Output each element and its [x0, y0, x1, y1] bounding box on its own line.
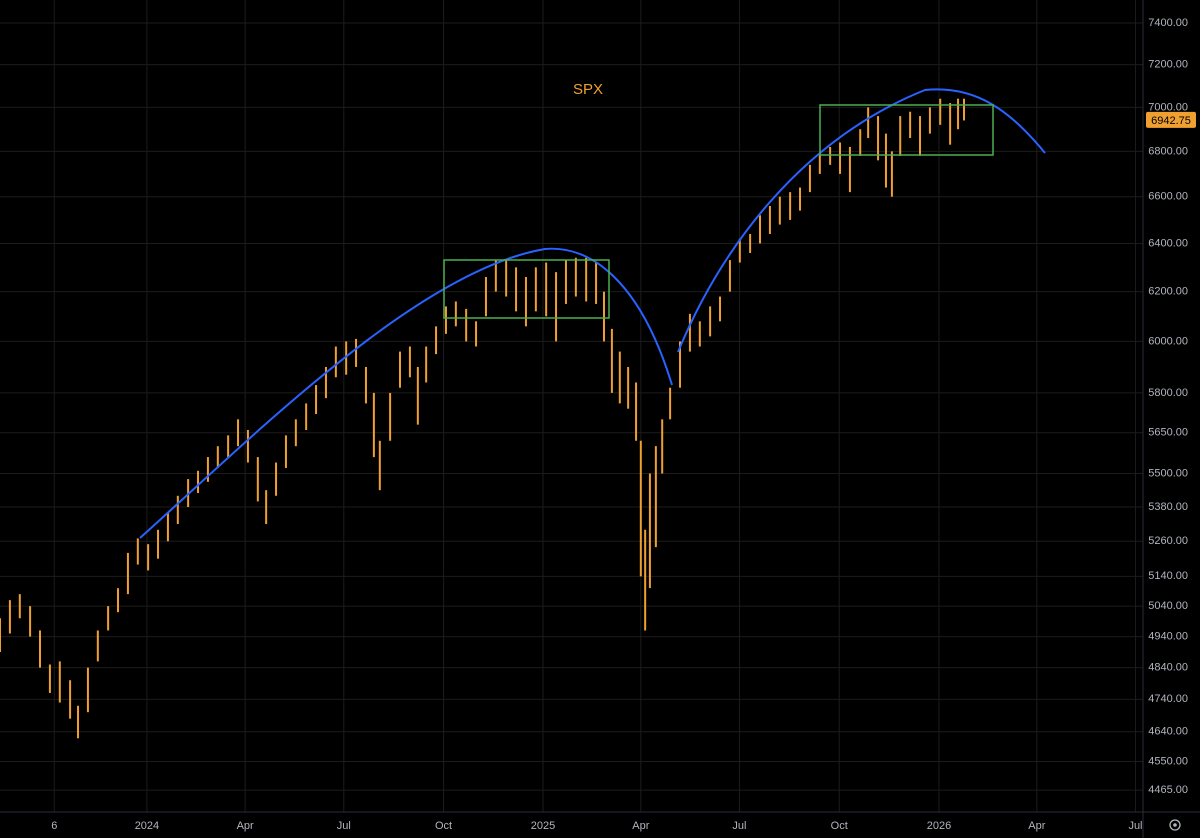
y-tick-label: 5140.00	[1148, 570, 1188, 582]
y-tick-label: 6400.00	[1148, 237, 1188, 249]
axes: 4465.00 4550.00 4640.00 4740.00 4840.00 4940.…	[51, 17, 1196, 832]
y-tick-label: 7200.00	[1148, 59, 1188, 71]
y-tick-label: 6000.00	[1148, 335, 1188, 347]
drawings	[139, 88, 1046, 539]
y-tick-label: 5040.00	[1148, 600, 1188, 612]
arc-drawing	[677, 88, 1046, 353]
y-tick-label: 4940.00	[1148, 630, 1188, 642]
y-tick-label: 4550.00	[1148, 755, 1188, 767]
y-tick-label: 4840.00	[1148, 662, 1188, 674]
x-tick-label: 6	[51, 820, 57, 832]
y-tick-label: 6800.00	[1148, 145, 1188, 157]
x-tick-label: 2024	[135, 820, 159, 832]
y-tick-label: 4465.00	[1148, 784, 1188, 796]
settings-button[interactable]	[1169, 819, 1181, 831]
y-tick-label: 6600.00	[1148, 191, 1188, 203]
y-tick-label: 4640.00	[1148, 726, 1188, 738]
y-tick-label: 5260.00	[1148, 535, 1188, 547]
arc-drawing	[139, 247, 673, 539]
y-tick-label: 5380.00	[1148, 501, 1188, 513]
last-price-label: 6942.75	[1151, 115, 1191, 127]
x-tick-label: Oct	[831, 820, 848, 832]
y-tick-label: 7400.00	[1148, 17, 1188, 29]
y-tick-label: 7000.00	[1148, 101, 1188, 113]
y-tick-label: 5500.00	[1148, 467, 1188, 479]
range-box	[819, 104, 994, 156]
last-price-box	[1146, 111, 1196, 128]
price-bars	[0, 98, 965, 739]
x-tick-label: Apr	[1028, 820, 1045, 832]
x-tick-label: Jul	[1128, 820, 1142, 832]
x-tick-label: 2025	[531, 820, 555, 832]
x-tick-label: 2026	[927, 820, 951, 832]
x-tick-label: Apr	[632, 820, 649, 832]
y-tick-label: 4740.00	[1148, 693, 1188, 705]
x-tick-label: Apr	[237, 820, 254, 832]
settings-icon-dot	[1173, 823, 1177, 827]
range-box	[443, 259, 610, 319]
settings-icon[interactable]	[1169, 819, 1181, 831]
y-tick-label: 5650.00	[1148, 427, 1188, 439]
x-tick-label: Jul	[337, 820, 351, 832]
y-tick-label: 6200.00	[1148, 286, 1188, 298]
chart-title: SPX	[573, 81, 603, 98]
grid	[0, 0, 1143, 812]
x-tick-label: Jul	[732, 820, 746, 832]
x-tick-label: Oct	[435, 820, 452, 832]
y-tick-label: 5800.00	[1148, 387, 1188, 399]
